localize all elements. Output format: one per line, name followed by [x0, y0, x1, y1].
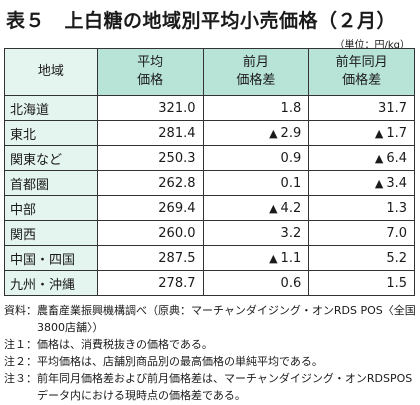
- prev-year-cell: 7.0: [308, 220, 415, 246]
- region-cell: 北海道: [4, 95, 98, 121]
- table-row: 九州・沖縄 278.7 0.6 1.5: [4, 270, 415, 296]
- region-cell: 首都圏: [4, 170, 98, 196]
- price-cell: 287.5: [96, 245, 204, 271]
- price-cell: 269.4: [96, 195, 204, 221]
- decrease-triangle-icon: ▲: [269, 201, 278, 215]
- prev-year-cell: 31.7: [308, 95, 415, 121]
- header-region: 地域: [4, 48, 98, 96]
- prev-year-value: 1.7: [386, 125, 407, 141]
- table-row: 中国・四国 287.5 ▲ 1.1 5.2: [4, 245, 415, 271]
- price-cell: 281.4: [96, 120, 204, 146]
- decrease-triangle-icon: ▲: [374, 176, 384, 190]
- unit-label: （単位：円/kg）: [334, 40, 410, 51]
- prev-month-cell: 0.9: [202, 145, 310, 171]
- prev-year-cell: ▲ 6.4: [308, 145, 415, 171]
- region-cell: 中部: [4, 195, 98, 221]
- decrease-triangle-icon: ▲: [269, 126, 278, 140]
- table-row: 関西 260.0 3.2 7.0: [4, 220, 415, 246]
- prev-month-value: 0.1: [280, 175, 302, 191]
- table-row: 中部 269.4 ▲ 4.2 1.3: [4, 195, 415, 221]
- table-row: 首都圏 262.8 0.1 ▲ 3.4: [4, 170, 415, 196]
- note-3: 注３： 前年同月価格差および前月価格差は、マーチャンダイジング・オンRDSPOS…: [4, 370, 416, 404]
- prev-month-cell: ▲ 4.2: [202, 195, 310, 221]
- price-table: 地域 平均 価格 前月 価格差 前年同月 価格差 北海道 321.0 1.8 3…: [4, 48, 415, 296]
- decrease-triangle-icon: ▲: [374, 126, 384, 140]
- note-label: 注２：: [4, 355, 37, 368]
- prev-month-value: 1.8: [280, 100, 302, 116]
- header-prev-year-line2: 価格差: [342, 73, 382, 88]
- table-row: 関東など 250.3 0.9 ▲ 6.4: [4, 145, 415, 171]
- header-prev-year-line1: 前年同月: [335, 55, 388, 70]
- prev-year-value: 6.4: [386, 150, 407, 166]
- note-text: 平均価格は、店舗別商品別の最高価格の単純平均である。: [37, 355, 323, 368]
- decrease-triangle-icon: ▲: [374, 151, 384, 165]
- note-2: 注２： 平均価格は、店舗別商品別の最高価格の単純平均である。: [4, 353, 416, 370]
- prev-year-cell: ▲ 1.7: [308, 120, 415, 146]
- prev-year-value: 31.7: [378, 100, 407, 116]
- table-header-row: 地域 平均 価格 前月 価格差 前年同月 価格差: [4, 48, 415, 96]
- prev-year-cell: 1.5: [308, 270, 415, 296]
- prev-month-cell: ▲ 2.9: [202, 120, 310, 146]
- prev-year-cell: ▲ 3.4: [308, 170, 415, 196]
- header-avg-price: 平均 価格: [96, 48, 204, 96]
- header-avg-price-line2: 価格: [137, 73, 164, 88]
- region-cell: 関東など: [4, 145, 98, 171]
- prev-month-value: 4.2: [280, 200, 302, 216]
- prev-month-value: 1.1: [280, 250, 302, 266]
- region-cell: 中国・四国: [4, 245, 98, 271]
- prev-year-value: 1.5: [386, 275, 407, 291]
- note-text: 価格は、消費税抜きの価格である。: [37, 338, 213, 351]
- prev-month-cell: ▲ 1.1: [202, 245, 310, 271]
- note-1: 注１： 価格は、消費税抜きの価格である。: [4, 336, 416, 353]
- prev-month-value: 3.2: [280, 225, 302, 241]
- header-region-label: 地域: [37, 64, 64, 79]
- price-cell: 260.0: [96, 220, 204, 246]
- table-row: 北海道 321.0 1.8 31.7: [4, 95, 415, 121]
- region-cell: 九州・沖縄: [4, 270, 98, 296]
- note-text: 前年同月価格差および前月価格差は、マーチャンダイジング・オンRDSPOSデータ内…: [37, 372, 413, 402]
- prev-year-cell: 5.2: [308, 245, 415, 271]
- price-cell: 278.7: [96, 270, 204, 296]
- decrease-triangle-icon: ▲: [269, 251, 278, 265]
- prev-year-value: 7.0: [386, 225, 407, 241]
- note-text: 農畜産業振興機構調べ（原典：マーチャンダイジング・オンRDS POS〈全国380…: [37, 304, 416, 334]
- prev-month-cell: 1.8: [202, 95, 310, 121]
- prev-year-value: 1.3: [386, 200, 407, 216]
- header-prev-month: 前月 価格差: [202, 48, 310, 96]
- prev-month-cell: 3.2: [202, 220, 310, 246]
- page-title: 表５ 上白糖の地域別平均小売価格（２月）: [6, 10, 397, 32]
- price-cell: 262.8: [96, 170, 204, 196]
- prev-month-value: 0.9: [280, 150, 302, 166]
- table-row: 東北 281.4 ▲ 2.9 ▲ 1.7: [4, 120, 415, 146]
- note-label: 資料：: [4, 304, 37, 317]
- price-cell: 321.0: [96, 95, 204, 121]
- note-label: 注３：: [4, 372, 37, 385]
- prev-month-value: 0.6: [280, 275, 302, 291]
- source-note: 資料： 農畜産業振興機構調べ（原典：マーチャンダイジング・オンRDS POS〈全…: [4, 302, 416, 336]
- header-prev-month-line1: 前月: [242, 55, 269, 70]
- footnotes: 資料： 農畜産業振興機構調べ（原典：マーチャンダイジング・オンRDS POS〈全…: [4, 302, 416, 404]
- prev-month-value: 2.9: [280, 125, 302, 141]
- header-prev-month-line2: 価格差: [236, 73, 276, 88]
- prev-year-value: 5.2: [386, 250, 407, 266]
- header-avg-price-line1: 平均: [137, 55, 164, 70]
- price-cell: 250.3: [96, 145, 204, 171]
- prev-year-cell: 1.3: [308, 195, 415, 221]
- prev-year-value: 3.4: [386, 175, 407, 191]
- header-prev-year: 前年同月 価格差: [308, 48, 415, 96]
- prev-month-cell: 0.1: [202, 170, 310, 196]
- region-cell: 東北: [4, 120, 98, 146]
- note-label: 注１：: [4, 338, 37, 351]
- region-cell: 関西: [4, 220, 98, 246]
- prev-month-cell: 0.6: [202, 270, 310, 296]
